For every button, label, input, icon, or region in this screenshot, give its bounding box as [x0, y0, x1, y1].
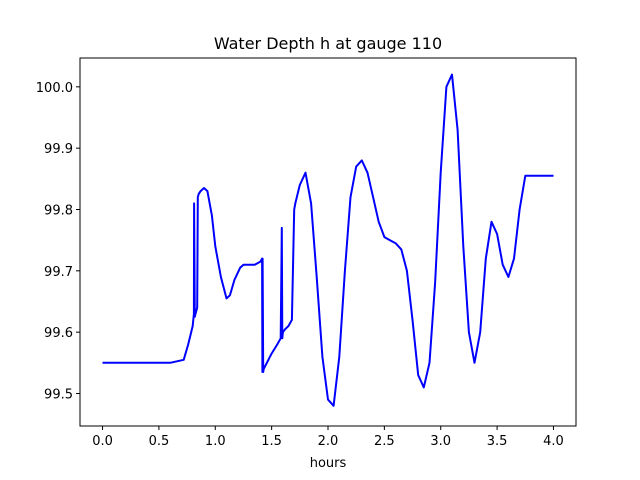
x-axis: 0.0 0.5 1.0 1.5 2.0 2.5 3.0 3.5 4.0: [92, 426, 564, 449]
y-tick-label: 99.5: [44, 387, 73, 402]
x-tick-label: 2.0: [318, 434, 339, 449]
x-axis-label: hours: [310, 456, 347, 471]
y-tick-label: 99.8: [44, 203, 73, 218]
x-tick-label: 0.0: [92, 434, 113, 449]
x-tick-label: 4.0: [543, 434, 564, 449]
plot-area: [79, 57, 577, 427]
y-tick-label: 99.7: [44, 265, 73, 280]
x-tick-label: 3.5: [487, 434, 508, 449]
y-tick-label: 99.9: [44, 142, 73, 157]
y-tick-label: 99.6: [44, 326, 73, 341]
x-tick-label: 1.5: [261, 434, 282, 449]
x-tick-label: 0.5: [149, 434, 170, 449]
y-axis: 99.5 99.6 99.7 99.8 99.9 100.0: [36, 81, 80, 402]
chart-title: Water Depth h at gauge 110: [214, 34, 442, 53]
x-tick-label: 1.0: [205, 434, 226, 449]
series-line: [102, 73, 554, 407]
x-tick-label: 2.5: [374, 434, 395, 449]
x-tick-label: 3.0: [430, 434, 451, 449]
y-tick-label: 100.0: [36, 81, 73, 96]
